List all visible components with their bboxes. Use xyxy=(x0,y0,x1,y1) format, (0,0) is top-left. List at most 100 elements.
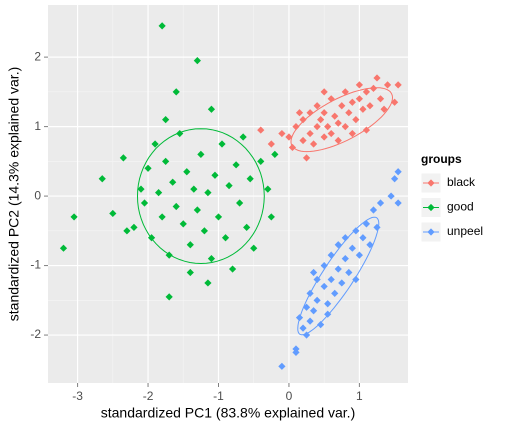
point xyxy=(383,81,392,89)
point xyxy=(306,289,314,297)
point xyxy=(186,268,194,277)
point xyxy=(391,175,399,183)
point xyxy=(246,175,254,183)
point xyxy=(204,189,212,197)
point xyxy=(373,223,381,231)
point xyxy=(221,234,230,242)
point xyxy=(331,289,339,297)
point xyxy=(119,154,127,162)
point xyxy=(355,251,363,259)
point xyxy=(278,362,286,370)
point xyxy=(98,175,106,183)
point xyxy=(327,275,335,284)
point xyxy=(366,102,374,110)
point xyxy=(327,129,335,138)
point xyxy=(324,300,332,308)
point xyxy=(193,56,201,65)
point xyxy=(211,171,219,179)
point xyxy=(204,279,212,287)
point xyxy=(306,317,314,325)
point xyxy=(137,185,145,193)
point xyxy=(172,202,180,211)
y-tick-label: -2 xyxy=(30,327,41,341)
point xyxy=(362,126,371,134)
y-axis-title: standardized PC2 (14.3% explained var.) xyxy=(6,67,22,321)
point xyxy=(299,324,307,332)
point xyxy=(380,105,388,113)
point xyxy=(313,122,321,131)
legend-label: black xyxy=(447,175,476,189)
point xyxy=(394,168,402,176)
point xyxy=(257,157,265,165)
point xyxy=(158,22,166,30)
point xyxy=(320,133,328,141)
point xyxy=(376,199,385,207)
point xyxy=(144,164,152,172)
point xyxy=(278,129,286,138)
legend-label: good xyxy=(447,200,474,214)
point xyxy=(123,227,131,235)
point xyxy=(352,116,360,124)
point xyxy=(250,244,258,252)
point xyxy=(317,116,325,124)
point xyxy=(355,81,363,89)
point xyxy=(285,133,293,141)
point xyxy=(299,116,307,124)
point xyxy=(232,161,240,169)
y-tick-label: 1 xyxy=(34,119,41,133)
point xyxy=(309,268,318,277)
x-tick-label: -3 xyxy=(72,389,83,403)
point xyxy=(373,74,381,82)
point xyxy=(200,227,208,235)
point xyxy=(359,105,367,113)
point xyxy=(324,122,332,131)
point xyxy=(309,307,318,315)
point xyxy=(264,185,272,193)
point xyxy=(309,140,318,148)
point xyxy=(267,213,275,221)
point xyxy=(338,102,346,110)
point xyxy=(331,112,339,120)
point xyxy=(147,234,156,242)
point xyxy=(214,213,223,221)
point xyxy=(334,241,342,249)
point xyxy=(172,88,180,96)
point xyxy=(387,192,395,200)
point xyxy=(239,133,247,141)
point xyxy=(59,244,68,252)
point xyxy=(207,105,216,113)
point xyxy=(162,157,170,165)
point xyxy=(394,81,402,89)
point xyxy=(236,199,244,207)
point xyxy=(288,143,297,152)
point xyxy=(327,251,335,259)
point xyxy=(299,136,307,145)
point xyxy=(355,95,363,103)
x-axis-title: standardized PC1 (83.8% explained var.) xyxy=(101,405,355,421)
point xyxy=(320,282,328,291)
y-tick-label: -1 xyxy=(30,258,41,272)
point xyxy=(70,213,78,221)
point xyxy=(352,227,360,235)
legend-marker xyxy=(427,228,435,236)
point xyxy=(165,293,173,301)
point xyxy=(313,296,321,304)
point xyxy=(169,178,177,186)
panel xyxy=(48,5,408,383)
point xyxy=(162,116,170,124)
point xyxy=(317,321,325,329)
point xyxy=(302,303,311,311)
point xyxy=(376,95,385,103)
point xyxy=(183,168,191,176)
point xyxy=(345,268,353,277)
legend-marker xyxy=(427,203,435,212)
point xyxy=(267,140,275,148)
point xyxy=(313,275,321,284)
point xyxy=(341,88,349,96)
point xyxy=(348,244,356,252)
point xyxy=(320,88,328,96)
point xyxy=(302,331,311,339)
point xyxy=(109,209,117,218)
x-tick-label: -1 xyxy=(213,389,224,403)
point xyxy=(352,275,360,284)
